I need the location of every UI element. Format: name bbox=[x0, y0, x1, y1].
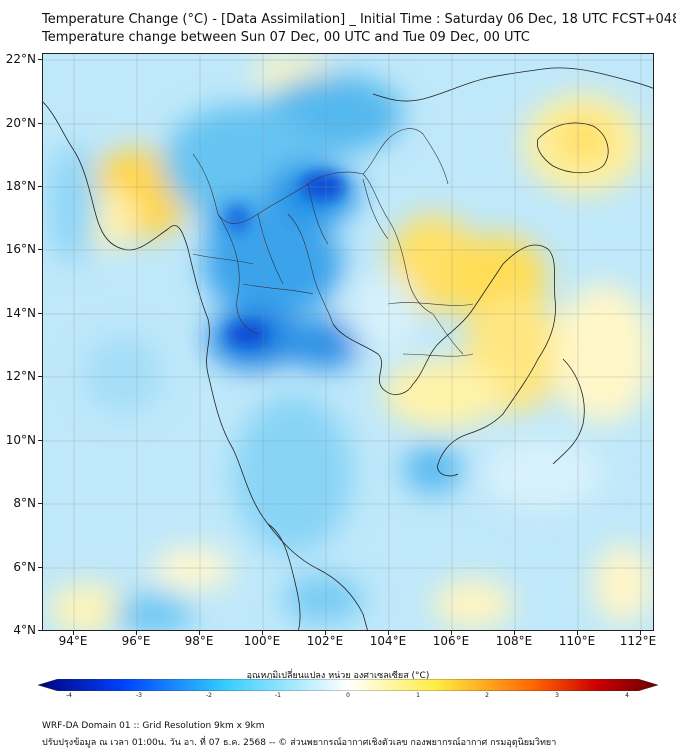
lat-tick bbox=[38, 186, 42, 187]
lat-tick bbox=[38, 503, 42, 504]
lat-tick bbox=[38, 59, 42, 60]
lat-label: 18°N bbox=[5, 179, 36, 193]
lat-tick bbox=[38, 567, 42, 568]
colorbar-tick: -3 bbox=[136, 692, 142, 699]
lon-label: 100°E bbox=[243, 634, 281, 648]
lon-label: 110°E bbox=[558, 634, 596, 648]
lat-label: 8°N bbox=[13, 496, 36, 510]
lat-label: 6°N bbox=[13, 560, 36, 574]
colorbar-tick: -4 bbox=[66, 692, 72, 699]
lat-tick bbox=[38, 123, 42, 124]
lon-tick bbox=[451, 631, 452, 635]
footer-credits: ปรับปรุงข้อมูล ณ เวลา 01:00น. วัน อา. ที… bbox=[42, 738, 557, 748]
temperature-change-map bbox=[42, 53, 654, 631]
lat-tick bbox=[38, 376, 42, 377]
lat-tick bbox=[38, 630, 42, 631]
lat-label: 4°N bbox=[13, 623, 36, 637]
colorbar bbox=[38, 679, 658, 691]
lon-tick bbox=[577, 631, 578, 635]
lon-tick bbox=[325, 631, 326, 635]
lat-label: 12°N bbox=[5, 369, 36, 383]
map-title: Temperature Change (°C) - [Data Assimila… bbox=[42, 12, 676, 27]
lon-tick bbox=[640, 631, 641, 635]
colorbar-tick: 4 bbox=[625, 692, 629, 699]
lon-tick bbox=[136, 631, 137, 635]
colorbar-label: อุณหภูมิเปลี่ยนแปลง หน่วย องศาเซลเซียส (… bbox=[246, 671, 430, 681]
lat-tick bbox=[38, 313, 42, 314]
colorbar-tick: 3 bbox=[555, 692, 559, 699]
colorbar-tick: 0 bbox=[346, 692, 350, 699]
lon-label: 98°E bbox=[184, 634, 214, 648]
lon-tick bbox=[73, 631, 74, 635]
lon-tick bbox=[199, 631, 200, 635]
colorbar-tick: -1 bbox=[275, 692, 281, 699]
coastlines bbox=[43, 67, 653, 630]
lon-label: 106°E bbox=[432, 634, 470, 648]
lon-tick bbox=[388, 631, 389, 635]
lat-tick bbox=[38, 249, 42, 250]
lon-label: 108°E bbox=[495, 634, 533, 648]
temperature-minima bbox=[226, 172, 345, 346]
map-canvas bbox=[43, 54, 653, 630]
lat-label: 20°N bbox=[5, 116, 36, 130]
lon-label: 94°E bbox=[58, 634, 88, 648]
lon-label: 104°E bbox=[369, 634, 407, 648]
lon-label: 112°E bbox=[619, 634, 657, 648]
lat-tick bbox=[38, 440, 42, 441]
borders bbox=[192, 128, 474, 357]
lon-tick bbox=[262, 631, 263, 635]
lat-label: 10°N bbox=[5, 433, 36, 447]
lat-label: 14°N bbox=[5, 306, 36, 320]
colorbar-tick: 1 bbox=[416, 692, 420, 699]
lat-label: 22°N bbox=[5, 52, 36, 66]
footer-model-info: WRF-DA Domain 01 :: Grid Resolution 9km … bbox=[42, 721, 265, 731]
lon-label: 96°E bbox=[121, 634, 151, 648]
lon-tick bbox=[514, 631, 515, 635]
colorbar-tick: -2 bbox=[206, 692, 212, 699]
lat-label: 16°N bbox=[5, 242, 36, 256]
lon-label: 102°E bbox=[306, 634, 344, 648]
graticule bbox=[43, 54, 653, 630]
colorbar-tick: 2 bbox=[485, 692, 489, 699]
map-subtitle: Temperature change between Sun 07 Dec, 0… bbox=[42, 30, 530, 45]
